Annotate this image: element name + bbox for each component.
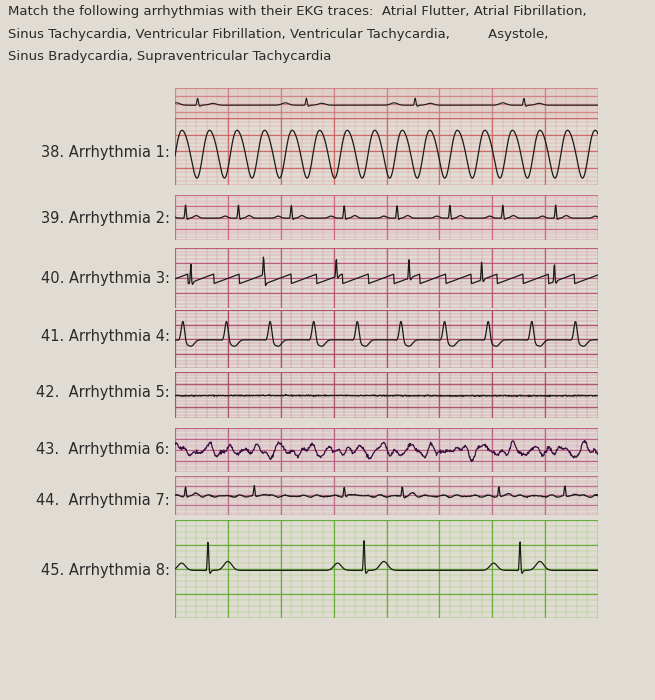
Text: 45. Arrhythmia 8:: 45. Arrhythmia 8: <box>41 563 170 578</box>
Text: 39. Arrhythmia 2:: 39. Arrhythmia 2: <box>41 211 170 225</box>
Text: 43.  Arrhythmia 6:: 43. Arrhythmia 6: <box>37 442 170 458</box>
Text: 40. Arrhythmia 3:: 40. Arrhythmia 3: <box>41 270 170 286</box>
Text: 41. Arrhythmia 4:: 41. Arrhythmia 4: <box>41 330 170 344</box>
Text: 42.  Arrhythmia 5:: 42. Arrhythmia 5: <box>36 386 170 400</box>
Text: Sinus Bradycardia, Supraventricular Tachycardia: Sinus Bradycardia, Supraventricular Tach… <box>8 50 331 63</box>
Text: Match the following arrhythmias with their EKG traces:  Atrial Flutter, Atrial F: Match the following arrhythmias with the… <box>8 5 587 18</box>
Text: Sinus Tachycardia, Ventricular Fibrillation, Ventricular Tachycardia,         As: Sinus Tachycardia, Ventricular Fibrillat… <box>8 27 548 41</box>
Text: 38. Arrhythmia 1:: 38. Arrhythmia 1: <box>41 146 170 160</box>
Text: 44.  Arrhythmia 7:: 44. Arrhythmia 7: <box>36 493 170 507</box>
